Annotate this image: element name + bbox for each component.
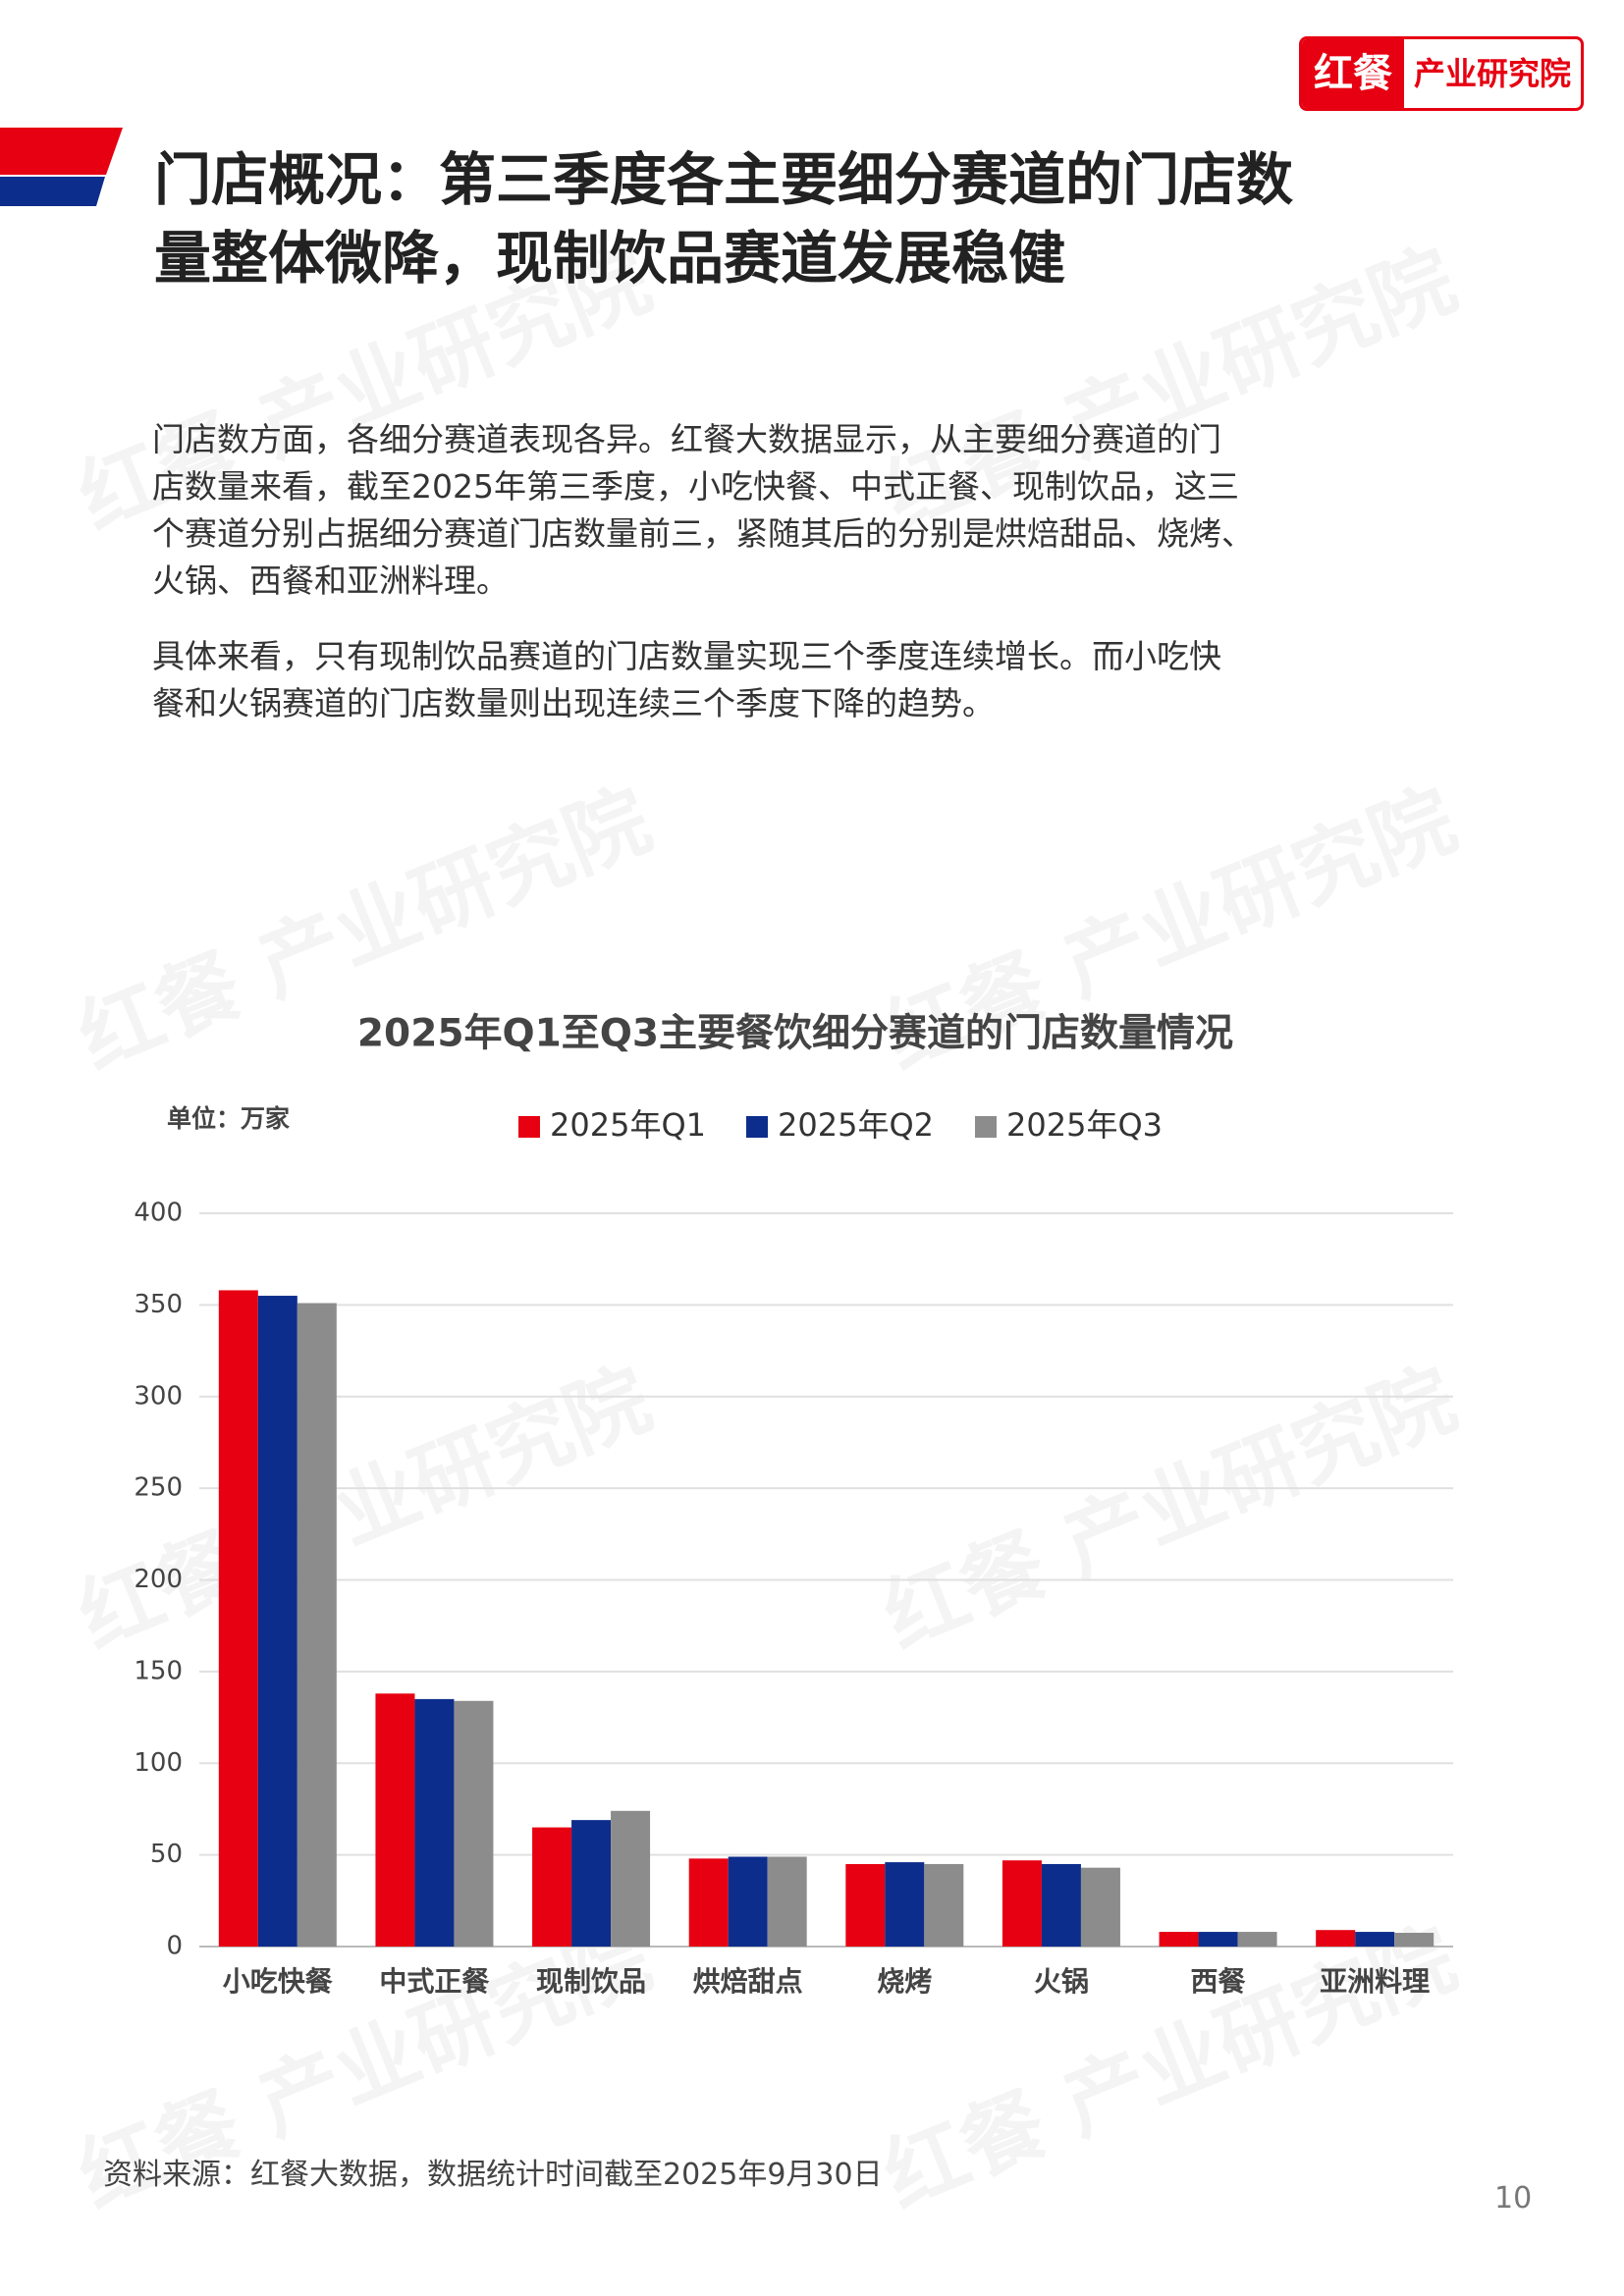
title-line: 门店概况：第三季度各主要细分赛道的门店数	[154, 146, 1294, 213]
legend-label: 2025年Q1	[550, 1106, 706, 1144]
text-line: 店数量来看，截至2025年第三季度，小吃快餐、中式正餐、现制饮品，这三	[152, 467, 1239, 506]
x-tick-label: 烘焙甜点	[693, 1965, 803, 1998]
x-tick-label: 火锅	[1034, 1965, 1089, 1998]
y-tick-label: 300	[134, 1381, 183, 1411]
text-line: 个赛道分别占据细分赛道门店数量前三，紧随其后的分别是烘焙甜品、烧烤、	[152, 514, 1254, 553]
bar	[297, 1303, 337, 1947]
y-tick-label: 200	[134, 1565, 183, 1594]
title-line: 量整体微降，现制饮品赛道发展稳健	[154, 225, 1066, 292]
x-tick-label: 西餐	[1191, 1965, 1247, 1998]
bar	[767, 1856, 807, 1947]
y-tick-label: 150	[134, 1656, 183, 1685]
bar	[688, 1858, 729, 1947]
y-tick-label: 250	[134, 1473, 183, 1503]
bar	[1316, 1930, 1356, 1947]
bar	[414, 1698, 455, 1947]
y-tick-label: 50	[150, 1840, 183, 1869]
legend-swatch	[518, 1116, 540, 1138]
text-line: 火锅、西餐和亚洲料理。	[152, 561, 509, 600]
bar	[1001, 1860, 1042, 1947]
bar	[885, 1862, 925, 1947]
bar	[728, 1856, 768, 1947]
bar	[532, 1827, 572, 1947]
text-line: 餐和火锅赛道的门店数量则出现连续三个季度下降的趋势。	[152, 684, 995, 722]
unit-label: 单位：万家	[167, 1104, 290, 1133]
bar	[1237, 1932, 1277, 1947]
bar	[375, 1693, 415, 1947]
bar	[1198, 1932, 1238, 1947]
x-tick-label: 现制饮品	[536, 1965, 646, 1998]
banner	[0, 128, 123, 206]
paragraph: 具体来看，只有现制饮品赛道的门店数量实现三个季度连续增长。而小吃快 餐和火锅赛道…	[152, 633, 1221, 727]
bar	[611, 1810, 651, 1947]
legend-swatch	[975, 1116, 997, 1138]
y-tick-label: 350	[134, 1290, 183, 1319]
logo-subtitle: 产业研究院	[1414, 55, 1572, 92]
bar	[1355, 1932, 1395, 1947]
y-tick-label: 100	[134, 1748, 183, 1778]
page-number: 10	[1494, 2181, 1533, 2216]
source: 资料来源：红餐大数据，数据统计时间截至2025年9月30日	[103, 2158, 883, 2192]
bar	[1041, 1863, 1081, 1947]
title: 门店概况：第三季度各主要细分赛道的门店数 量整体微降，现制饮品赛道发展稳健	[154, 140, 1293, 297]
x-tick-label: 中式正餐	[379, 1965, 490, 1998]
x-tick-label: 烧烤	[877, 1965, 932, 1998]
legend-label: 2025年Q3	[1006, 1106, 1163, 1144]
bar	[571, 1820, 612, 1947]
chart-title: 2025年Q1至Q3主要餐饮细分赛道的门店数量情况	[357, 1012, 1233, 1056]
text-line: 门店数方面，各细分赛道表现各异。红餐大数据显示，从主要细分赛道的门	[152, 420, 1221, 458]
legend-swatch	[746, 1116, 768, 1138]
bar	[1394, 1932, 1435, 1947]
bar	[218, 1290, 258, 1947]
text-line: 具体来看，只有现制饮品赛道的门店数量实现三个季度连续增长。而小吃快	[152, 637, 1221, 675]
bar	[454, 1700, 494, 1947]
bar	[257, 1296, 298, 1947]
logo: 红餐 产业研究院	[1299, 36, 1585, 111]
y-tick-label: 0	[166, 1932, 183, 1961]
logo-brand: 红餐	[1302, 39, 1404, 108]
x-tick-label: 亚洲料理	[1320, 1965, 1430, 1998]
bar	[1080, 1867, 1120, 1947]
bar	[845, 1863, 886, 1947]
y-tick-label: 400	[134, 1199, 183, 1228]
x-tick-label: 小吃快餐	[223, 1965, 334, 1998]
bar	[924, 1863, 964, 1947]
paragraph: 门店数方面，各细分赛道表现各异。红餐大数据显示，从主要细分赛道的门 店数量来看，…	[152, 416, 1254, 605]
bar	[1159, 1932, 1199, 1947]
legend-label: 2025年Q2	[778, 1106, 934, 1144]
